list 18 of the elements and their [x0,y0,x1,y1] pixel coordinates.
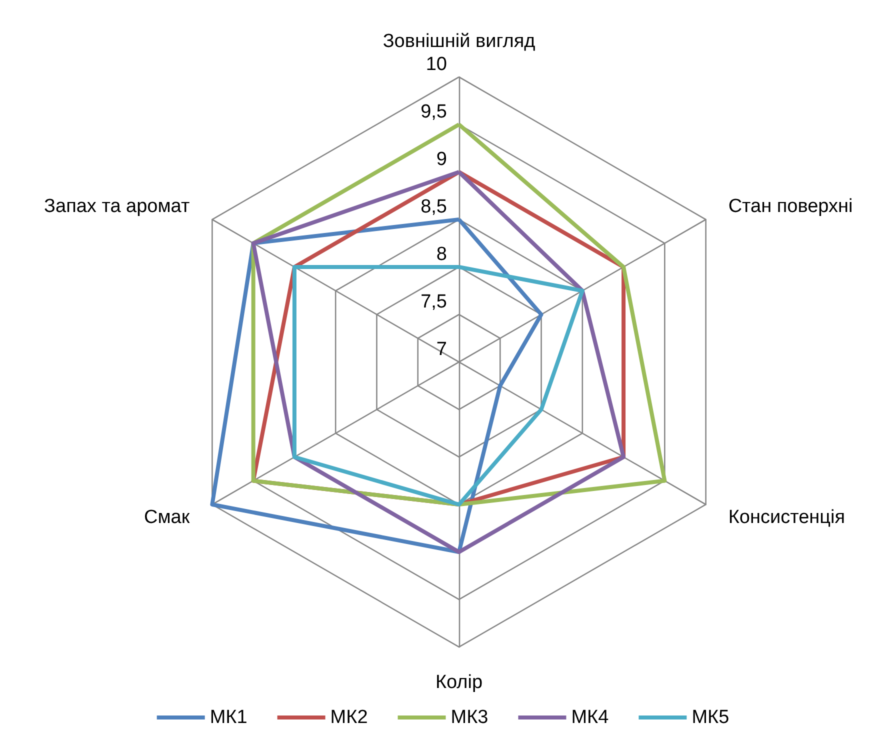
y-tick-label: 8 [436,244,447,265]
legend-label: МК1 [210,707,248,728]
legend-label: МК5 [692,707,730,728]
legend-label: МК4 [571,707,610,728]
spoke-label: Стан поверхні [728,196,853,217]
y-tick-label: 8,5 [420,196,447,218]
spoke-label: Консистенція [728,507,846,528]
y-tick-label: 10 [426,54,447,75]
spoke-label: Зовнішній вигляд [382,31,536,52]
y-tick-label: 9 [436,149,447,170]
y-tick-label: 9,5 [420,102,447,122]
y-tick-label: 7 [436,339,447,360]
y-tick-label: 7,5 [420,292,447,312]
legend-label: МК2 [330,707,368,728]
spoke-label: Смак [144,507,190,528]
spoke-label: Запах та аромат [44,196,190,217]
spoke-label: Колір [435,672,483,693]
legend-label: МК3 [450,707,488,728]
